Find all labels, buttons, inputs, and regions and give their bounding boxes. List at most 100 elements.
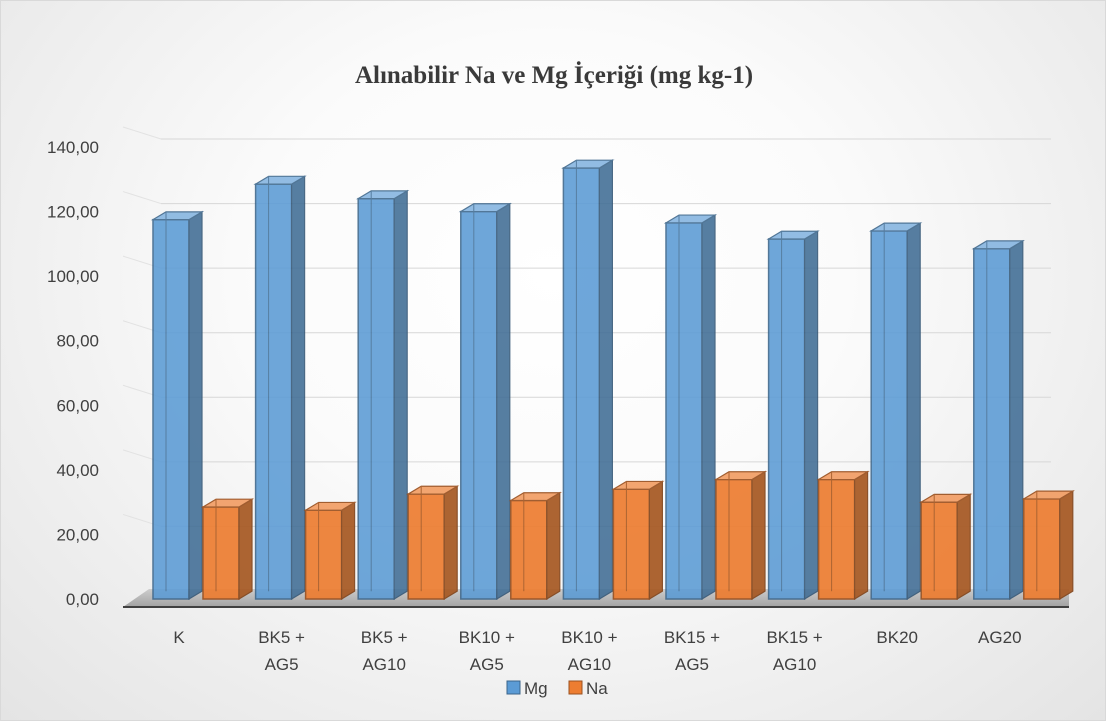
legend-label-na: Na — [586, 679, 608, 698]
y-tick-label: 80,00 — [56, 332, 99, 351]
x-tick-label: AG10 — [362, 655, 405, 674]
y-tick-label: 100,00 — [47, 267, 99, 286]
bar-mg — [663, 214, 718, 601]
bar-mg-top — [971, 240, 1025, 250]
bar-mg-front — [254, 183, 293, 600]
x-tick-label: BK20 — [876, 628, 918, 647]
y-tick-label: 120,00 — [47, 203, 99, 222]
bar-na-top — [303, 501, 357, 511]
bar-na-side — [853, 470, 869, 601]
bar-na — [303, 501, 357, 601]
bar-mg-top — [253, 175, 307, 185]
bar-na-side — [956, 493, 971, 601]
x-tick-label: BK5 + — [361, 628, 408, 647]
bar-mg-side — [393, 189, 408, 601]
bar-mg-front — [357, 197, 395, 600]
bar-na-side — [341, 501, 356, 601]
bar-mg-top — [458, 203, 512, 213]
bar-mg-front — [870, 230, 908, 600]
x-tick-label: AG5 — [675, 655, 709, 674]
bar-mg — [766, 230, 820, 601]
bar-na-front — [920, 501, 958, 600]
bar-mg-front — [767, 238, 806, 600]
bar-mg — [971, 239, 1025, 601]
bar-mg-top — [766, 230, 820, 240]
x-tick-label: K — [173, 628, 185, 647]
bar-na-top — [508, 492, 562, 502]
bar-na — [816, 470, 870, 601]
bar-mg-front — [152, 218, 190, 600]
x-tick-label: AG10 — [773, 655, 816, 674]
y-tick-label: 40,00 — [56, 461, 99, 480]
x-tick-label: AG10 — [568, 655, 611, 674]
bar-mg-top — [869, 222, 923, 232]
bar-na-top — [406, 485, 460, 495]
bar-mg-top — [561, 159, 615, 169]
gridline-side — [122, 191, 162, 205]
legend-swatch-na — [568, 680, 583, 695]
x-tick-label: BK5 + — [258, 628, 305, 647]
bar-mg-top — [663, 214, 718, 224]
x-tick-label: BK15 + — [664, 628, 720, 647]
legend-label-mg: Mg — [524, 679, 548, 698]
bar-na-side — [1059, 490, 1074, 601]
legend-swatch-mg — [506, 680, 521, 695]
bar-na-side — [443, 485, 458, 601]
x-tick-label: AG5 — [470, 655, 504, 674]
x-tick-label: BK10 + — [459, 628, 515, 647]
bar-mg-front — [665, 222, 703, 600]
bar-na-front — [202, 506, 240, 600]
bar-na-top — [919, 493, 973, 503]
bar-na-front — [817, 478, 856, 600]
bar-na-front — [1023, 498, 1061, 600]
bar-na-side — [648, 480, 664, 601]
bar-mg-side — [803, 230, 819, 601]
bar-mg-side — [188, 210, 203, 601]
bar-na-top — [713, 471, 768, 481]
bar-na-front — [510, 499, 548, 600]
bar-na — [1021, 490, 1075, 601]
bar-mg-front — [460, 210, 498, 600]
bar-mg — [253, 175, 307, 601]
bar-mg — [561, 159, 615, 601]
bar-mg-side — [701, 214, 716, 601]
bar-na — [713, 470, 768, 601]
bar-na-front — [304, 509, 343, 600]
bar-mg — [356, 189, 410, 601]
bar-na — [508, 491, 562, 601]
bar-mg-side — [291, 175, 306, 601]
bar-na-top — [1021, 490, 1075, 500]
bar-na — [200, 498, 255, 601]
x-tick-label: AG5 — [265, 655, 299, 674]
bar-na — [611, 480, 665, 601]
y-tick-label: 60,00 — [56, 396, 99, 415]
bar-na-top — [611, 480, 665, 490]
axis-labels: 0,00 20,00 40,00 60,00 80,00 100,00 120,00 140,… — [47, 138, 1022, 674]
x-tick-label: BK15 + — [766, 628, 822, 647]
bar-na-side — [238, 498, 253, 601]
bar-mg-top — [150, 211, 205, 221]
y-tick-label: 20,00 — [56, 525, 99, 544]
bars — [150, 159, 1075, 601]
bar-na-front — [612, 488, 651, 600]
bar-mg-side — [598, 159, 614, 601]
x-tick-label: BK10 + — [561, 628, 617, 647]
bar-mg-top — [356, 190, 410, 200]
bar-mg-side — [906, 222, 921, 601]
y-tick-label: 0,00 — [66, 590, 99, 609]
y-tick-label: 140,00 — [47, 138, 99, 157]
bar-na — [919, 493, 973, 601]
bar-na-side — [751, 470, 766, 601]
bar-mg-front — [562, 167, 601, 600]
gridline-side — [122, 126, 162, 140]
bar-mg-side — [496, 202, 511, 601]
x-tick-label: AG20 — [978, 628, 1021, 647]
bar-mg — [869, 222, 923, 601]
bar-mg — [458, 202, 512, 601]
bar-na-front — [715, 478, 753, 600]
legend: Mg Na — [506, 679, 608, 698]
bar-mg-front — [973, 247, 1011, 600]
bar-na — [406, 485, 460, 601]
